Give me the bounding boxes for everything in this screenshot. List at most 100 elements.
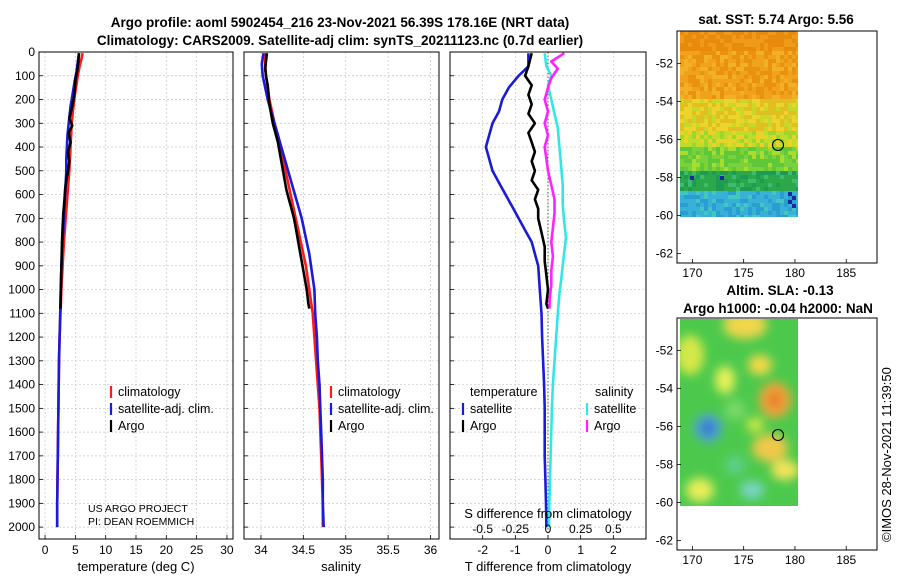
y-tick-label: -62 <box>656 246 674 260</box>
y-tick-label: 400 <box>15 140 35 154</box>
y-tick-label: 200 <box>15 93 35 107</box>
sla-map-ticks: 170 175 180 185 -52 -54 -56 -58 -60 -62 <box>656 343 857 567</box>
y-tick-label: -60 <box>656 495 674 509</box>
temperature-xlabel: temperature (deg C) <box>77 559 194 574</box>
y-tick-label: 800 <box>15 235 35 249</box>
y-tick-label: 0 <box>28 45 35 59</box>
x2-tick-label: 0.25 <box>569 522 593 536</box>
series-line-argo <box>59 53 81 309</box>
temperature-legend: climatology satellite-adj. clim. Argo <box>109 385 214 433</box>
y-tick-label: 1800 <box>8 473 35 487</box>
x-tick-label: 1 <box>577 543 584 557</box>
legend-label-t-satellite: satellite <box>470 402 512 416</box>
x-tick-label: 34 <box>254 543 268 557</box>
salinity-xlabel: salinity <box>321 559 361 574</box>
temperature-ticks: 0100200300400500600700800900100011001200… <box>8 45 234 557</box>
legend-label-t-argo: Argo <box>470 419 496 433</box>
y-tick-label: 1300 <box>8 354 35 368</box>
difference-series <box>484 52 568 528</box>
legend-label-climatology: climatology <box>338 385 401 399</box>
difference-panel: -2 -1 0 1 2 -0.5 -0.25 0 0.25 0.5 S difference fr… <box>449 51 647 574</box>
y-tick-label: -56 <box>656 419 674 433</box>
pi-credit: PI: DEAN ROEMMICH <box>88 516 194 528</box>
legend-label-satellite: satellite-adj. clim. <box>338 402 434 416</box>
salinity-ticks: 34 34.5 35 35.5 36 <box>244 51 438 557</box>
y-tick-label: 900 <box>15 259 35 273</box>
y-tick-label: 500 <box>15 164 35 178</box>
y-tick-label: 600 <box>15 188 35 202</box>
project-credit: US ARGO PROJECT <box>88 503 188 515</box>
y-tick-label: 1200 <box>8 330 35 344</box>
x-tick-label: -2 <box>477 543 488 557</box>
series-line-t-satellite <box>484 53 548 528</box>
y-tick-label: 700 <box>15 211 35 225</box>
y-tick-label: -54 <box>656 381 674 395</box>
x-tick-label: 175 <box>734 553 754 567</box>
legend-title-temperature: temperature <box>470 385 537 399</box>
x2-tick-label: -0.25 <box>502 522 530 536</box>
x-tick-label: 180 <box>785 553 805 567</box>
y-tick-label: 300 <box>15 116 35 130</box>
y-tick-label: -58 <box>656 457 674 471</box>
x-tick-label: 5 <box>72 543 79 557</box>
temperature-grid <box>39 51 233 539</box>
x-tick-label: 180 <box>785 266 805 280</box>
x-tick-label: 0 <box>545 543 552 557</box>
x-tick-label: 0 <box>42 543 49 557</box>
difference-ticks: -2 -1 0 1 2 -0.5 -0.25 0 0.25 0.5 <box>450 51 622 557</box>
y-tick-label: 100 <box>15 69 35 83</box>
s-difference-label: S difference from climatology <box>464 506 632 521</box>
difference-legend: temperature salinity satellite Argo sate… <box>461 385 636 433</box>
temperature-series <box>55 52 84 528</box>
sla-map-panel: Altim. SLA: -0.13 Argo h1000: -0.04 h200… <box>656 283 878 567</box>
figure-title-line2: Climatology: CARS2009. Satellite-adj cli… <box>97 33 583 48</box>
salinity-series <box>260 52 325 528</box>
sst-map-panel: sat. SST: 5.74 Argo: 5.56 170 175 180 185 -5… <box>656 12 878 280</box>
sla-map-frame <box>676 317 878 551</box>
t-difference-xlabel: T difference from climatology <box>465 559 632 574</box>
x2-tick-label: 0.5 <box>605 522 622 536</box>
argo-location-marker <box>771 138 785 152</box>
x-tick-label: -1 <box>510 543 521 557</box>
y-tick-label: -52 <box>656 343 674 357</box>
y-tick-label: -60 <box>656 208 674 222</box>
y-tick-label: 1000 <box>8 283 35 297</box>
legend-label-s-argo: Argo <box>594 419 620 433</box>
x-tick-label: 36 <box>424 543 438 557</box>
legend-label-climatology: climatology <box>118 385 181 399</box>
temperature-panel: 0100200300400500600700800900100011001200… <box>8 45 234 574</box>
y-tick-label: -58 <box>656 170 674 184</box>
legend-label-satellite: satellite-adj. clim. <box>118 402 214 416</box>
sla-heatmap <box>680 319 798 506</box>
y-tick-label: -54 <box>656 94 674 108</box>
imos-timestamp: ©IMOS 28-Nov-2021 11:39:50 <box>879 367 894 542</box>
y-tick-label: 1100 <box>9 306 35 320</box>
y-tick-label: -62 <box>656 533 674 547</box>
x-tick-label: 2 <box>610 543 617 557</box>
salinity-legend: climatology satellite-adj. clim. Argo <box>329 385 434 433</box>
series-line-s-argo <box>543 52 565 309</box>
x-tick-label: 35.5 <box>376 543 400 557</box>
sst-heatmap <box>680 31 798 217</box>
sst-map-ticks: 170 175 180 185 -52 -54 -56 -58 -60 -62 <box>656 56 857 280</box>
x-tick-label: 170 <box>682 266 702 280</box>
x-tick-label: 30 <box>220 543 234 557</box>
x-tick-label: 25 <box>190 543 204 557</box>
x-tick-label: 35 <box>339 543 353 557</box>
x-tick-label: 175 <box>734 266 754 280</box>
sla-map-title: Altim. SLA: -0.13 <box>726 283 834 298</box>
series-line-argo <box>263 53 311 309</box>
sla-map-subtitle: Argo h1000: -0.04 h2000: NaN <box>683 301 873 316</box>
y-tick-label: 1900 <box>8 496 35 510</box>
argo-location-marker <box>771 428 785 442</box>
x-tick-label: 20 <box>160 543 174 557</box>
figure-title-line1: Argo profile: aoml 5902454_216 23-Nov-20… <box>111 15 569 30</box>
y-tick-label: 1400 <box>8 378 35 392</box>
series-line-t-argo <box>523 52 550 310</box>
x-tick-label: 15 <box>129 543 143 557</box>
sst-map-title: sat. SST: 5.74 Argo: 5.56 <box>698 12 854 27</box>
legend-label-argo: Argo <box>118 419 144 433</box>
series-line-s-satellite <box>543 53 568 528</box>
x-tick-label: 10 <box>99 543 113 557</box>
